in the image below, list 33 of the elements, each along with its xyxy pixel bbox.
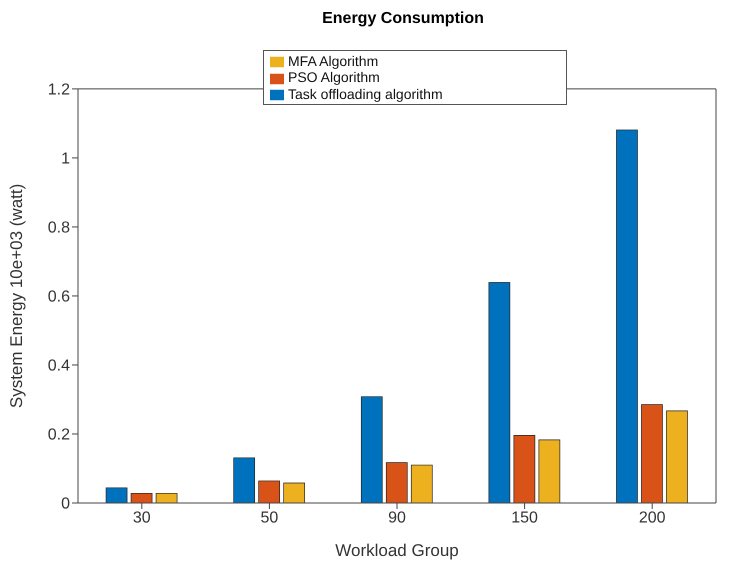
y-axis-title: System Energy 10e+03 (watt)	[7, 184, 26, 408]
y-tick-label: 0.2	[48, 426, 70, 444]
bar	[360, 396, 383, 503]
bar	[514, 435, 536, 503]
bar	[538, 440, 560, 503]
bar	[386, 462, 408, 503]
bar	[616, 130, 638, 503]
legend-label: PSO Algorithm	[288, 69, 380, 86]
bar	[156, 492, 178, 503]
chart-title: Energy Consumption	[321, 10, 485, 28]
bar	[106, 487, 128, 503]
y-tick-label: 0.8	[48, 220, 70, 237]
x-tick-label: 150	[511, 509, 538, 526]
bar	[233, 457, 256, 503]
y-tick-label: 1.2	[48, 82, 70, 99]
x-tick-label: 90	[388, 509, 406, 526]
bar	[283, 482, 306, 503]
y-tick-label: 1	[61, 150, 70, 168]
bar	[488, 282, 510, 503]
y-tick-label: 0.6	[48, 288, 70, 306]
bar	[666, 410, 688, 503]
bar	[258, 480, 280, 503]
x-tick-label: 200	[638, 509, 666, 526]
bar	[410, 464, 433, 503]
bar	[130, 492, 152, 503]
y-tick-label: 0	[61, 496, 70, 513]
x-tick-label: 30	[132, 509, 151, 526]
bar	[641, 404, 663, 503]
y-tick-label: 0.4	[48, 358, 70, 375]
x-tick-label: 50	[260, 509, 278, 526]
legend-label: Task offloading algorithm	[288, 86, 443, 102]
x-axis-title: Workload Group	[335, 541, 459, 560]
legend-label: MFA Algorithm	[288, 53, 378, 69]
